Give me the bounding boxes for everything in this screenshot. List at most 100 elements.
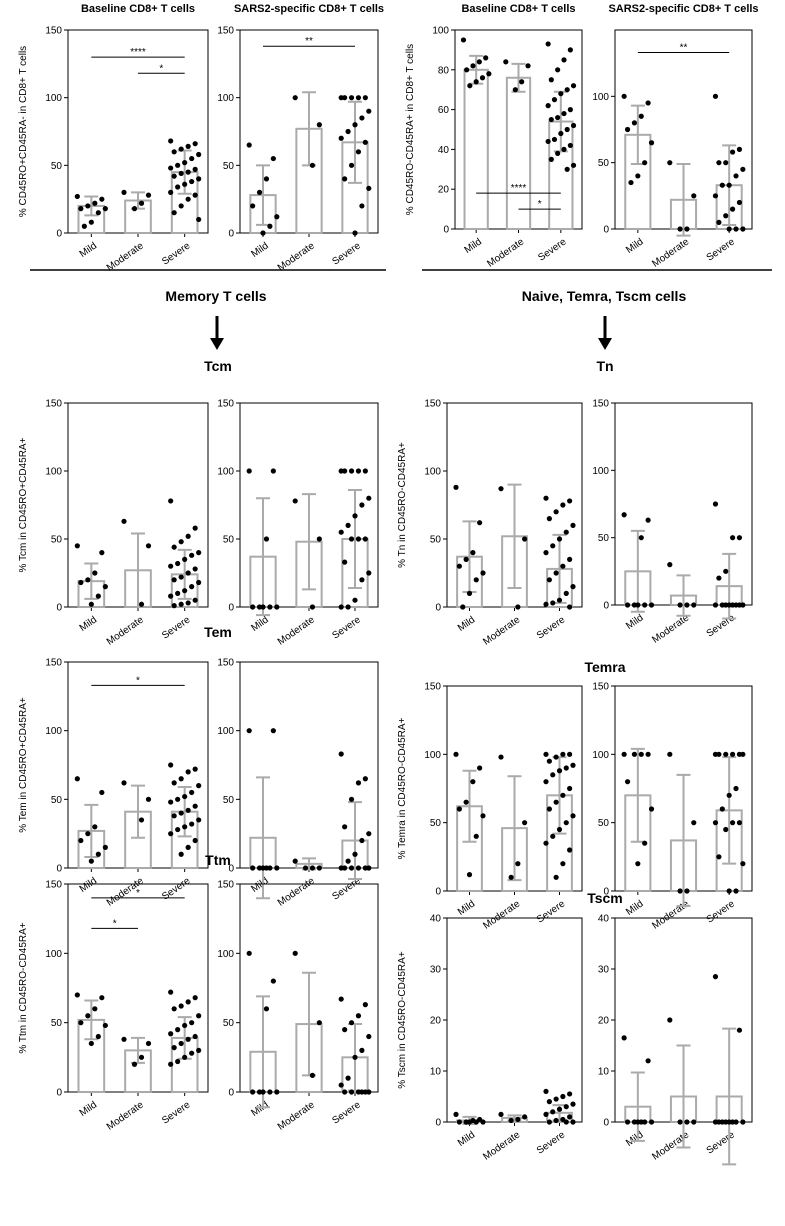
data-point (189, 584, 195, 590)
data-point (560, 861, 566, 867)
x-tick-label: Moderate (105, 614, 146, 647)
data-point (366, 1089, 372, 1095)
data-point (631, 120, 638, 126)
data-point (716, 160, 722, 166)
data-point (192, 141, 198, 147)
data-point (267, 604, 273, 610)
y-tick-label: 60 (438, 105, 450, 116)
data-point (74, 193, 80, 200)
data-point (121, 1036, 127, 1042)
data-point (189, 155, 195, 162)
x-tick-label: Severe (160, 875, 193, 902)
data-point (192, 803, 198, 809)
data-point (292, 95, 298, 101)
data-point (99, 789, 105, 796)
x-tick-label: Moderate (650, 236, 691, 269)
y-tick-label: 50 (51, 161, 63, 172)
data-point (92, 824, 98, 830)
data-point (309, 865, 316, 871)
data-point (740, 1119, 746, 1125)
data-point (352, 122, 358, 128)
data-point (463, 799, 469, 805)
y-axis-label: % Tem in CD45RO+CD45RA+ (18, 697, 29, 833)
data-point (168, 593, 174, 599)
data-point (338, 1082, 344, 1088)
data-point (345, 858, 351, 864)
x-tick-label: Moderate (481, 614, 522, 647)
significance-label: * (136, 888, 140, 899)
y-axis-label: % CD45RO+CD45RA- in CD8+ T cells (18, 46, 29, 217)
data-point (691, 193, 697, 199)
data-point (470, 550, 476, 556)
data-point (267, 865, 273, 871)
data-point (515, 861, 521, 867)
x-tick-label: Moderate (650, 1129, 691, 1162)
data-point (316, 1020, 322, 1026)
data-point (342, 1027, 348, 1033)
y-tick-label: 150 (45, 880, 62, 891)
data-point (560, 751, 566, 757)
data-point (553, 509, 559, 515)
data-point (88, 219, 94, 225)
x-tick-label: Mild (463, 236, 484, 256)
data-point (185, 807, 191, 813)
x-tick-label: Moderate (105, 240, 146, 273)
x-tick-label: Severe (536, 236, 569, 263)
data-point (145, 1040, 152, 1047)
data-point (550, 772, 556, 778)
data-point (522, 536, 528, 542)
data-point (546, 806, 552, 812)
data-point (345, 522, 351, 529)
y-tick-label: 100 (592, 466, 609, 477)
x-tick-label: Severe (535, 614, 568, 641)
data-point (712, 602, 719, 608)
data-point (192, 192, 198, 198)
x-tick-label: Moderate (105, 1099, 146, 1132)
data-point (168, 1061, 174, 1067)
x-tick-label: Severe (705, 898, 738, 925)
data-point (196, 216, 202, 223)
data-point (175, 826, 181, 833)
y-tick-label: 150 (217, 658, 234, 669)
data-point (553, 1096, 559, 1102)
y-tick-label: 50 (223, 161, 235, 172)
x-tick-label: Mild (456, 614, 477, 634)
data-point (677, 1119, 683, 1125)
data-point (470, 63, 476, 69)
data-point (480, 813, 486, 819)
y-tick-label: 150 (592, 399, 609, 410)
data-point (570, 522, 576, 529)
x-tick-label: Mild (78, 875, 99, 895)
data-point (196, 1013, 202, 1019)
arrow (210, 316, 612, 350)
subset-label: Tem (204, 624, 232, 640)
y-axis-label: % CD45RO-CD45RA+ in CD8+ T cells (405, 44, 416, 215)
error-bar (84, 999, 99, 1041)
data-point (309, 162, 316, 168)
data-point (621, 751, 627, 757)
data-point (362, 468, 368, 474)
data-point (463, 556, 469, 563)
data-point (638, 751, 644, 757)
data-point (196, 579, 202, 586)
y-tick-label: 40 (430, 914, 442, 925)
data-point (740, 226, 746, 232)
data-point (102, 584, 108, 590)
data-point (564, 87, 570, 93)
data-point (246, 468, 252, 474)
data-point (88, 858, 94, 864)
error-bar (302, 493, 316, 591)
data-point (192, 995, 198, 1001)
data-point (467, 83, 473, 89)
data-point (553, 1117, 559, 1124)
data-point (548, 156, 554, 162)
data-point (570, 1101, 576, 1107)
data-point (503, 59, 509, 65)
data-point (712, 820, 719, 826)
error-bar (348, 801, 362, 880)
data-point (138, 200, 145, 206)
y-tick-label: 0 (603, 225, 609, 236)
data-point (352, 851, 358, 857)
x-tick-label: Moderate (650, 898, 691, 931)
data-point (99, 995, 105, 1001)
